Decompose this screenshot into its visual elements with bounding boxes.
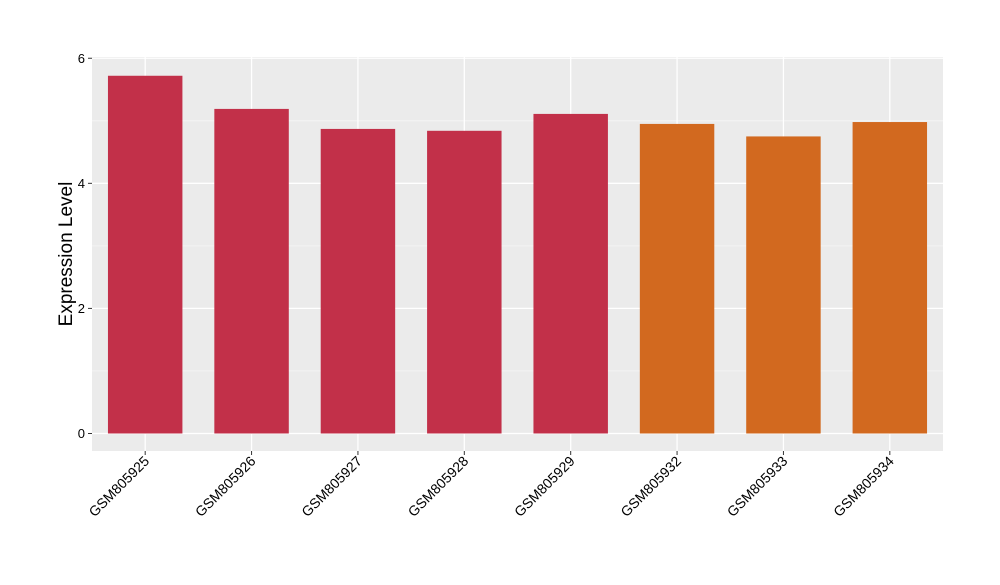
bar-gsm805928 bbox=[427, 130, 502, 434]
bars bbox=[107, 75, 928, 434]
bar-gsm805932 bbox=[639, 123, 715, 434]
bar-gsm805926 bbox=[214, 108, 289, 434]
bar-gsm805927 bbox=[320, 128, 396, 434]
y-axis-title: Expression Level bbox=[56, 182, 77, 327]
bar-gsm805934 bbox=[852, 122, 928, 434]
bar-gsm805933 bbox=[746, 136, 821, 434]
y-tick-label: 2 bbox=[78, 301, 85, 316]
y-tick-label: 0 bbox=[78, 426, 85, 441]
x-tick-label: GSM805925 bbox=[85, 453, 152, 520]
y-tick-label: 4 bbox=[78, 176, 85, 191]
x-tick-label: GSM805927 bbox=[298, 453, 365, 520]
y-tick-label: 6 bbox=[78, 51, 85, 66]
x-tick-label: GSM805932 bbox=[617, 453, 684, 520]
x-tick-label: GSM805934 bbox=[830, 453, 897, 520]
bar-gsm805925 bbox=[107, 75, 183, 434]
x-tick-label: GSM805933 bbox=[724, 453, 791, 520]
x-tick-label: GSM805928 bbox=[405, 453, 472, 520]
x-tick-label: GSM805929 bbox=[511, 453, 578, 520]
bar-gsm805929 bbox=[533, 113, 608, 434]
x-axis: GSM805925 GSM805926 GSM805927 GSM805928 GSM8… bbox=[85, 451, 897, 520]
y-axis: 0 2 4 6 bbox=[78, 51, 92, 441]
x-tick-label: GSM805926 bbox=[192, 453, 259, 520]
